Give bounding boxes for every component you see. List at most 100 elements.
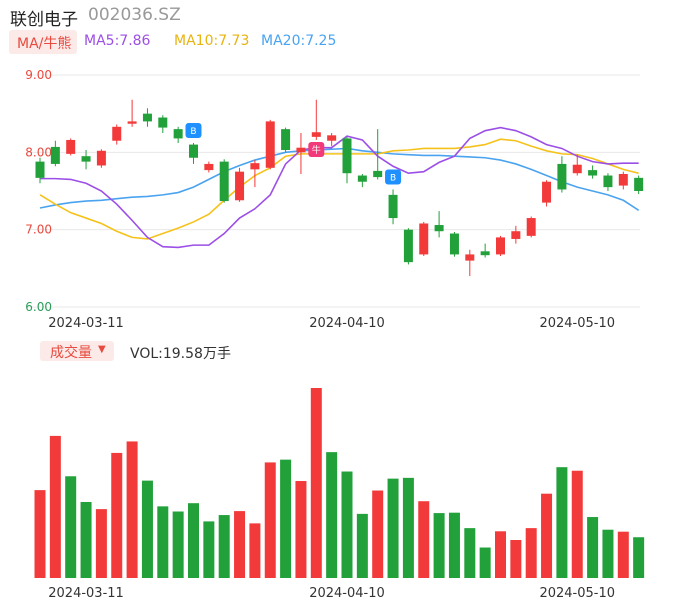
- volume-bar: [541, 493, 553, 578]
- volume-bar: [479, 547, 491, 578]
- price-tick-label: 9.00: [25, 68, 52, 82]
- volume-bar: [356, 513, 368, 578]
- candle-body: [158, 117, 168, 128]
- candle-body: [189, 144, 198, 158]
- candle-body: [281, 129, 291, 151]
- volume-bar: [387, 478, 399, 578]
- candle: [434, 211, 444, 238]
- buy-signal-badge: B: [385, 169, 402, 185]
- candle-body: [235, 171, 245, 201]
- candle: [250, 160, 260, 188]
- volume-bar: [188, 503, 199, 578]
- candle-body: [142, 113, 152, 122]
- volume-bar: [587, 517, 599, 578]
- candle-body: [311, 132, 321, 137]
- candle-body: [35, 161, 45, 178]
- candle-body: [296, 147, 306, 153]
- candle-body: [403, 229, 413, 263]
- price-tick-label: 7.00: [25, 223, 52, 237]
- candle-body: [96, 150, 106, 166]
- candle-body: [634, 177, 644, 191]
- volume-bar: [326, 452, 338, 578]
- candle: [219, 159, 229, 203]
- candle-body: [112, 126, 122, 141]
- ma-indicator-label: MA/牛熊: [17, 36, 72, 52]
- volume-bar: [448, 512, 460, 578]
- volume-bar: [464, 528, 476, 578]
- volume-bar: [172, 511, 184, 578]
- candle-body: [588, 170, 598, 176]
- candle: [419, 221, 429, 256]
- candle-body: [603, 175, 613, 188]
- candle-body: [127, 121, 137, 124]
- candle: [296, 133, 306, 174]
- candle-body: [50, 146, 60, 164]
- candle: [112, 124, 122, 145]
- buy-signal-badge: B: [185, 123, 202, 139]
- candle-body: [81, 156, 91, 162]
- volume-bar: [49, 435, 61, 578]
- ma10-value: MA10:7.73: [174, 33, 250, 49]
- candle: [480, 243, 490, 258]
- volume-indicator-button[interactable]: 成交量 ▼: [40, 341, 114, 361]
- candle: [634, 175, 644, 195]
- candle: [388, 189, 398, 225]
- candle: [235, 167, 245, 202]
- volume-bar: [157, 506, 169, 578]
- candle-body: [342, 138, 352, 174]
- volume-bar: [126, 441, 138, 578]
- candle-body: [618, 173, 628, 186]
- volume-bar: [80, 502, 92, 578]
- candle: [142, 108, 152, 127]
- volume-bar: [525, 528, 537, 578]
- candle-body: [219, 161, 229, 202]
- price-x-tick-label: 2024-03-11: [48, 316, 124, 331]
- volume-indicator-label: 成交量: [50, 345, 92, 361]
- candle: [327, 133, 337, 147]
- price-x-tick-label: 2024-04-10: [309, 316, 385, 331]
- ma10-line: [39, 138, 639, 240]
- candle: [342, 136, 352, 184]
- candle-body: [419, 223, 429, 255]
- candle: [281, 127, 291, 153]
- volume-bar: [280, 459, 292, 578]
- candle: [158, 115, 168, 133]
- stock-code: 002036.SZ: [88, 5, 181, 25]
- signal-text: B: [390, 173, 396, 183]
- volume-bar: [571, 470, 583, 578]
- stock-name: 联创电子: [10, 10, 78, 30]
- candle: [572, 154, 582, 176]
- volume-bar: [203, 521, 215, 578]
- candle-body: [511, 231, 521, 239]
- volume-value: VOL:19.58万手: [130, 346, 231, 362]
- candle: [311, 99, 321, 140]
- candle: [403, 228, 413, 265]
- volume-bar: [433, 513, 445, 578]
- candle-body: [204, 163, 214, 171]
- price-x-tick-label: 2024-05-10: [539, 316, 615, 331]
- candle: [618, 171, 628, 190]
- candle-body: [526, 218, 536, 236]
- volume-bar: [372, 490, 384, 578]
- candle-body: [572, 164, 582, 174]
- volume-bar: [234, 511, 246, 578]
- candle-body: [373, 170, 383, 178]
- candle-body: [434, 225, 444, 232]
- candle: [542, 180, 552, 207]
- bull-signal-badge: 牛: [308, 141, 325, 157]
- candle: [449, 231, 459, 257]
- ma-indicator-button[interactable]: MA/牛熊: [9, 30, 77, 54]
- candle: [189, 143, 198, 164]
- volume-bar: [249, 523, 261, 578]
- volume-bar: [111, 452, 123, 578]
- candle: [66, 138, 76, 156]
- candle: [204, 161, 214, 173]
- volume-bar: [34, 490, 46, 578]
- candle: [81, 150, 91, 170]
- volume-x-tick-label: 2024-05-10: [539, 586, 615, 601]
- candle: [557, 156, 567, 193]
- candle: [127, 99, 137, 127]
- volume-bar: [510, 540, 522, 578]
- price-tick-label: 6.00: [25, 300, 52, 314]
- ma20-value: MA20:7.25: [261, 33, 337, 49]
